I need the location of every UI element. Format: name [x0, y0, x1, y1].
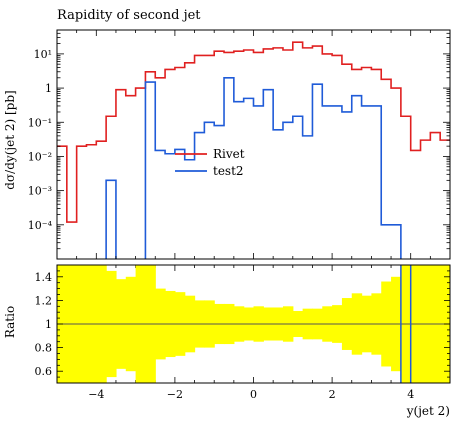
y-tick-label: 10⁻¹	[28, 116, 52, 129]
ratio-y-tick-label: 1.4	[35, 271, 53, 284]
y-tick-label: 10¹	[34, 48, 52, 61]
x-tick-label: 2	[329, 388, 336, 401]
ratio-y-axis-title: Ratio	[3, 306, 17, 338]
ratio-panel: −4 −2 0 2 4 0.6 0.8 1 1.2 1.4	[35, 264, 451, 401]
x-tick-label: 0	[250, 388, 257, 401]
x-tick-label: 4	[407, 388, 414, 401]
series-test2-line	[105, 76, 402, 259]
series-rivet-line	[57, 41, 450, 223]
ratio-y-tick-label: 0.8	[35, 342, 53, 355]
histograms	[57, 41, 450, 259]
y-tick-label: 10⁻³	[28, 185, 52, 198]
legend-label-test2: test2	[213, 164, 244, 178]
ratio-y-tick-label: 1	[45, 318, 52, 331]
y-tick-label: 10⁻⁴	[28, 219, 53, 232]
y-tick-label: 1	[45, 82, 52, 95]
x-tick-label: −2	[167, 388, 183, 401]
y-axis-title: dσ/dy(jet 2) [pb]	[3, 90, 17, 189]
ratio-y-tick-label: 0.6	[35, 365, 53, 378]
x-tick-label: −4	[88, 388, 104, 401]
main-panel: 10⁻⁴ 10⁻³ 10⁻² 10⁻¹ 1 10¹	[28, 29, 451, 383]
legend-label-rivet: Rivet	[213, 147, 245, 161]
y-tick-label: 10⁻²	[28, 150, 52, 163]
ratio-y-tick-label: 1.2	[35, 294, 53, 307]
x-axis-title: y(jet 2)	[406, 404, 450, 418]
chart-title: Rapidity of second jet	[57, 8, 201, 23]
legend: Rivet test2	[175, 147, 245, 178]
